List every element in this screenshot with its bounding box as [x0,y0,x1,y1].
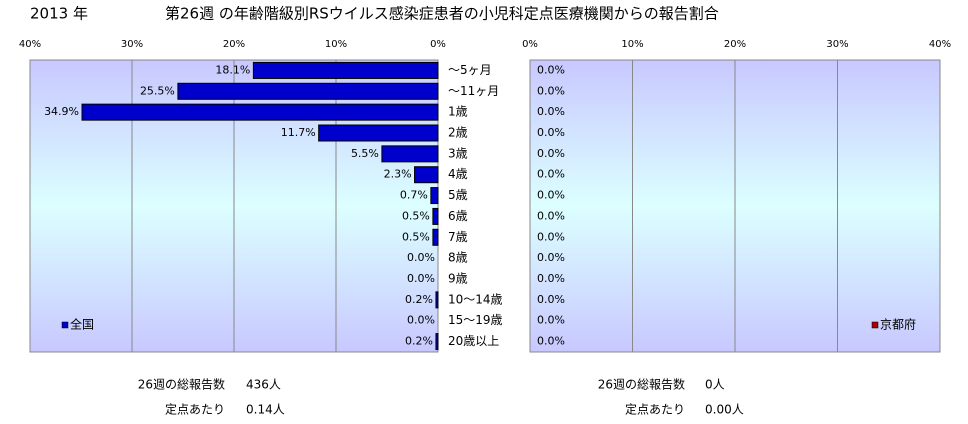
x-tick-label: 30% [826,39,848,50]
category-label: 5歳 [448,188,468,202]
summary-label: 定点あたり [625,402,685,417]
category-label: 7歳 [448,230,468,244]
summary-value: 0.00人 [705,403,744,417]
bar [81,103,439,121]
value-label: 0.0% [537,147,565,160]
value-label: 0.0% [537,335,565,348]
value-label: 0.0% [537,314,565,327]
category-label: 1歳 [448,105,468,119]
value-label: 0.0% [537,293,565,306]
x-tick-label: 40% [19,39,41,50]
bar [318,124,439,142]
category-label: 20歳以上 [448,334,499,348]
value-label: 0.0% [537,168,565,181]
value-label: 0.7% [400,189,428,202]
bar [435,291,439,309]
value-label: 0.0% [537,230,565,243]
value-label: 0.0% [537,272,565,285]
x-tick-label: 0% [430,39,446,50]
bar [435,333,439,351]
bar [432,207,439,225]
value-label: 0.0% [407,272,435,285]
category-label: ～11ヶ月 [448,84,499,98]
category-label: 2歳 [448,126,468,140]
category-label: 10～14歳 [448,292,503,306]
value-label: 34.9% [44,105,79,118]
value-label: 0.2% [405,335,433,348]
category-label: ～5ヶ月 [448,63,492,77]
value-label: 0.5% [402,230,430,243]
value-label: 0.0% [537,84,565,97]
bar [414,166,439,184]
value-label: 0.2% [405,293,433,306]
summary-value: 436人 [246,378,281,392]
category-label: 8歳 [448,251,468,265]
bar [177,82,439,100]
x-tick-label: 40% [929,39,951,50]
category-label: 3歳 [448,146,468,160]
x-tick-label: 20% [724,39,746,50]
value-label: 0.0% [407,314,435,327]
summary-label: 26週の総報告数 [138,377,225,392]
value-label: 0.0% [537,189,565,202]
legend-label: 京都府 [880,317,916,332]
bar [381,145,439,163]
bar [430,187,439,205]
value-label: 5.5% [351,147,379,160]
value-label: 0.0% [537,126,565,139]
category-label: 6歳 [448,209,468,223]
bar [252,61,439,79]
summary-label: 26週の総報告数 [598,377,685,392]
legend-label: 全国 [70,317,94,332]
value-label: 0.0% [537,63,565,76]
year: 2013 年 [30,5,88,23]
value-label: 0.0% [537,105,565,118]
summary-value: 0人 [705,378,725,392]
value-label: 0.0% [407,251,435,264]
value-label: 0.0% [537,209,565,222]
value-label: 18.1% [215,63,250,76]
category-label: 4歳 [448,167,468,181]
value-label: 2.3% [384,168,412,181]
legend-swatch [871,321,879,329]
x-tick-label: 0% [522,39,538,50]
category-label: 9歳 [448,272,468,286]
x-tick-label: 10% [325,39,347,50]
chart-title: 第26週 の年齢階級別RSウイルス感染症患者の小児科定点医療機関からの報告割合 [165,5,719,23]
x-tick-label: 10% [621,39,643,50]
summary-label: 定点あたり [165,402,225,417]
summary-value: 0.14人 [246,403,285,417]
x-tick-label: 30% [121,39,143,50]
bar [432,228,439,246]
value-label: 25.5% [140,84,175,97]
category-label: 15～19歳 [448,313,503,327]
value-label: 11.7% [281,126,316,139]
value-label: 0.0% [537,251,565,264]
value-label: 0.5% [402,209,430,222]
x-tick-label: 20% [223,39,245,50]
legend-swatch [61,321,69,329]
